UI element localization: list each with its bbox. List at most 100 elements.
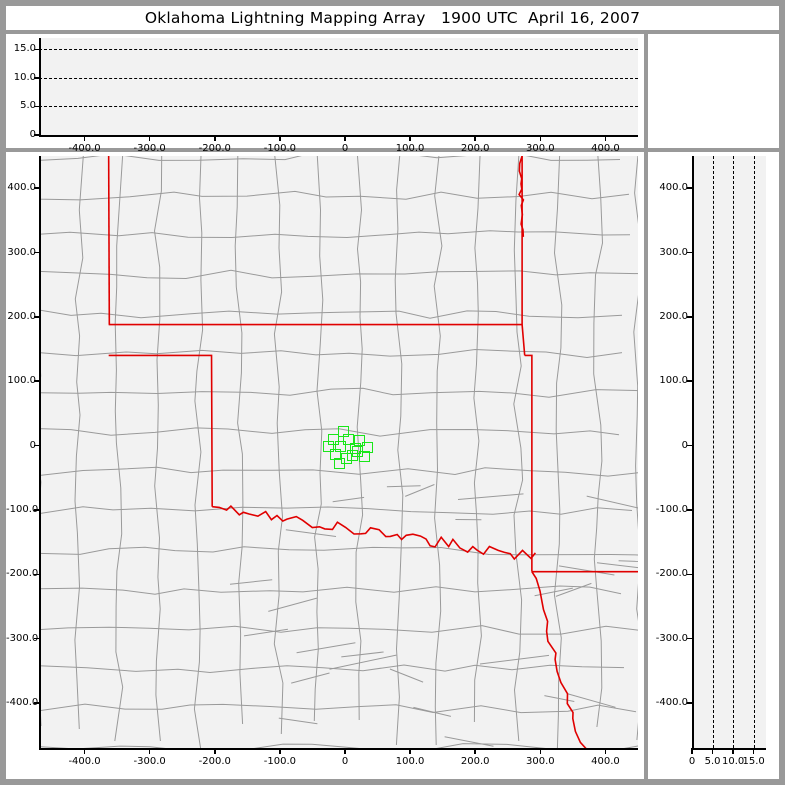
y-tick <box>34 509 40 511</box>
y-tick <box>34 316 40 318</box>
y-tick-label: 100.0 <box>7 375 36 387</box>
x-tick <box>474 748 476 754</box>
y-tick <box>34 637 40 640</box>
y-tick-label: 100.0 <box>659 375 688 387</box>
y-tick <box>34 48 40 51</box>
y-tick-label: 0 <box>29 129 36 140</box>
plot-area-altitude-north-south[interactable] <box>692 156 766 748</box>
x-tick <box>409 748 411 754</box>
gridline-horizontal <box>39 77 638 79</box>
x-tick <box>214 135 216 141</box>
x-tick <box>344 748 346 754</box>
y-tick <box>34 187 40 189</box>
y-tick-label: -400.0 <box>655 696 688 708</box>
y-tick-label: -200.0 <box>6 568 39 580</box>
y-tick-label: -400.0 <box>6 696 39 708</box>
lma-source-marker[interactable] <box>340 452 352 464</box>
lma-source-marker[interactable] <box>353 434 365 446</box>
y-tick <box>687 380 693 382</box>
y-tick-label: 0 <box>29 439 36 451</box>
x-tick-label: 100.0 <box>395 756 425 767</box>
panel-plan-view-map: 400.0 300.0 200.0 100.0 0 -100.0 -200.0 -300.0 -… <box>6 152 644 779</box>
x-tick-label: 200.0 <box>460 756 490 767</box>
x-tick-label: -100.0 <box>263 756 297 767</box>
lma-source-marker[interactable] <box>351 445 363 457</box>
y-tick <box>34 573 40 575</box>
y-tick <box>687 637 693 640</box>
y-tick <box>34 105 40 108</box>
x-tick-label: 5.0 <box>704 756 721 767</box>
y-tick-label: 200.0 <box>659 310 688 322</box>
x-tick-label: 400.0 <box>591 143 620 154</box>
y-tick <box>34 134 40 136</box>
x-axis-line <box>39 748 638 750</box>
x-tick <box>604 748 607 754</box>
x-tick <box>604 135 607 141</box>
y-tick <box>687 251 693 254</box>
gridline-vertical <box>733 156 735 748</box>
lma-source-marker[interactable] <box>349 442 361 454</box>
y-tick-label: 400.0 <box>7 182 36 194</box>
x-tick <box>474 135 476 141</box>
y-tick-label: -300.0 <box>655 632 688 644</box>
x-tick <box>279 135 281 141</box>
y-axis-line <box>39 156 41 748</box>
map-geography <box>39 156 638 748</box>
x-tick-label: 10.0 <box>721 756 745 767</box>
plot-area-map[interactable] <box>39 156 638 748</box>
lma-source-marker[interactable] <box>329 449 341 461</box>
gridline-horizontal <box>39 49 638 51</box>
x-axis-line <box>39 135 638 137</box>
y-tick-label: 300.0 <box>659 246 688 258</box>
y-tick <box>34 380 40 382</box>
x-tick <box>539 748 542 754</box>
y-tick-label: 300.0 <box>7 246 36 258</box>
y-tick-label: 5.0 <box>20 100 36 112</box>
x-axis-line <box>692 748 766 750</box>
x-tick-label: -100.0 <box>263 143 297 154</box>
gridline-vertical <box>712 156 714 748</box>
lma-source-marker[interactable] <box>342 433 354 445</box>
x-tick <box>148 135 151 141</box>
x-tick-label: -400.0 <box>68 143 101 154</box>
x-tick <box>83 135 86 141</box>
y-tick <box>687 702 693 704</box>
y-tick-label: 10.0 <box>13 71 36 83</box>
y-tick <box>687 509 693 511</box>
x-tick-label: 0 <box>341 143 349 154</box>
x-tick-label: 15.0 <box>742 756 765 767</box>
y-tick-label: -100.0 <box>655 503 688 515</box>
panel-altitude-vs-east-west: 0 5.0 10.0 15.0 -400.0 -300.0 -200.0 -100.0 0 100… <box>6 34 644 154</box>
lma-source-marker[interactable] <box>328 433 340 445</box>
x-tick-label: 400.0 <box>591 756 620 767</box>
y-tick <box>687 444 693 447</box>
y-tick-label: 0 <box>681 439 688 451</box>
y-tick-label: -300.0 <box>6 632 39 644</box>
y-tick <box>34 702 40 704</box>
x-tick-label: -200.0 <box>198 756 231 767</box>
y-tick-label: 15.0 <box>13 43 36 55</box>
lma-source-marker[interactable] <box>322 440 334 452</box>
x-tick-label: 200.0 <box>460 143 490 154</box>
y-tick <box>34 77 40 79</box>
gridline-vertical <box>753 156 755 748</box>
x-tick <box>214 748 216 754</box>
y-tick-label: -100.0 <box>6 503 39 515</box>
panel-histogram-blank <box>648 34 779 148</box>
x-tick <box>691 748 693 754</box>
y-tick-label: -200.0 <box>655 568 688 580</box>
x-tick-label: -300.0 <box>133 143 166 154</box>
x-tick-label: -300.0 <box>133 756 166 767</box>
page-title: Oklahoma Lightning Mapping Array 1900 UT… <box>144 9 641 27</box>
y-axis-line <box>39 38 41 135</box>
y-tick <box>687 187 693 189</box>
y-tick-label: 200.0 <box>7 310 36 322</box>
y-axis-line <box>692 156 694 748</box>
y-tick <box>34 251 40 254</box>
x-tick <box>732 748 734 754</box>
plot-area-altitude-east-west[interactable] <box>39 38 638 135</box>
x-tick <box>279 748 281 754</box>
y-tick <box>687 316 693 318</box>
title-bar: Oklahoma Lightning Mapping Array 1900 UT… <box>6 6 779 30</box>
